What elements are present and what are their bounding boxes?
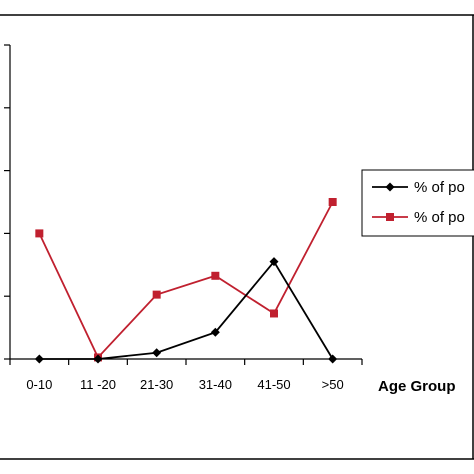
- data-point-diamond: [152, 348, 162, 358]
- series-square: [35, 198, 337, 362]
- legend-marker-square: [386, 213, 394, 221]
- legend-label: % of po: [414, 179, 465, 196]
- series-line-diamond: [39, 260, 334, 360]
- x-axis-title: Age Group: [378, 378, 456, 395]
- x-tick-label: 41-50: [257, 377, 290, 392]
- data-point-diamond: [210, 327, 220, 337]
- data-point-square: [328, 198, 337, 206]
- legend: % of po % of po: [361, 169, 474, 237]
- series-line-square: [38, 201, 334, 360]
- x-tick-label: 11 -20: [80, 377, 116, 392]
- x-tick-label: 0-10: [26, 377, 52, 392]
- data-point-diamond: [93, 354, 103, 364]
- x-tick-labels: 0-10 11 -20 21-30 31-40 41-50 >50: [26, 377, 343, 392]
- data-point-square: [152, 290, 161, 299]
- data-point-square: [211, 271, 220, 280]
- data-point-diamond: [34, 354, 44, 364]
- data-point-diamond: [328, 354, 338, 364]
- legend-label: % of po: [414, 209, 465, 226]
- data-point-square: [35, 229, 44, 238]
- x-tick-label: 21-30: [140, 377, 173, 392]
- x-tick-label: 31-40: [199, 377, 232, 392]
- data-point-diamond: [269, 257, 279, 267]
- x-tick-label: >50: [322, 377, 344, 392]
- series-layer: [34, 198, 338, 364]
- legend-box: [361, 169, 474, 237]
- series-diamond: [34, 257, 338, 364]
- legend-marker-diamond: [385, 182, 395, 192]
- data-point-square: [270, 309, 278, 318]
